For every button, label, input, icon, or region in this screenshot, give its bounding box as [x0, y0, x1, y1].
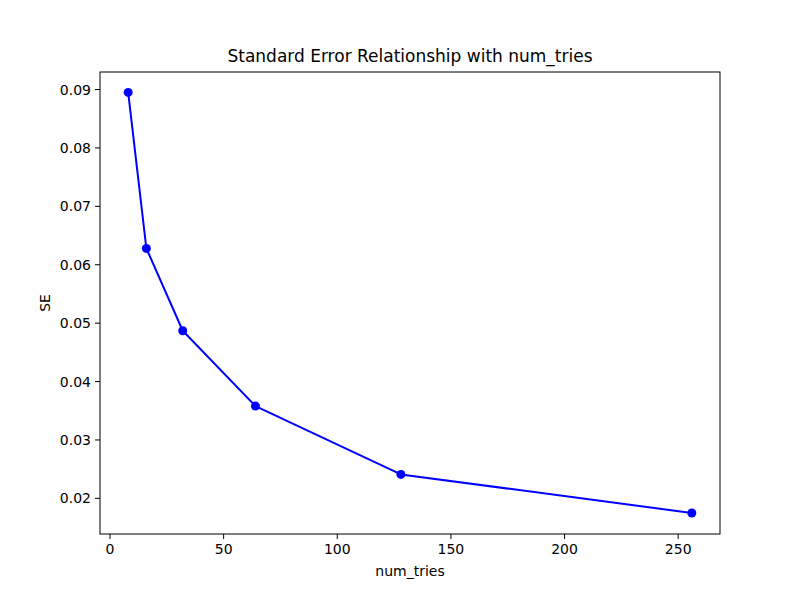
- y-axis-label: SE: [37, 294, 53, 312]
- series-line: [128, 92, 692, 513]
- plot-area: [100, 72, 720, 534]
- data-point-marker: [142, 244, 151, 253]
- y-tick-label: 0.09: [60, 82, 91, 98]
- x-axis-label: num_tries: [375, 563, 444, 579]
- y-tick-label: 0.06: [60, 257, 91, 273]
- x-tick-label: 150: [438, 541, 465, 557]
- y-tick-label: 0.02: [60, 490, 91, 506]
- data-point-marker: [124, 88, 133, 97]
- y-tick-label: 0.04: [60, 374, 91, 390]
- y-tick-label: 0.07: [60, 198, 91, 214]
- chart-figure: 0 50 100 150 200 250 0.02 0.03 0.04 0.05 0.06 0.07…: [0, 0, 800, 600]
- y-tick-label: 0.03: [60, 432, 91, 448]
- y-tick-label: 0.08: [60, 140, 91, 156]
- x-tick-label: 50: [215, 541, 233, 557]
- data-point-marker: [251, 402, 260, 411]
- data-point-marker: [178, 326, 187, 335]
- y-tick-label: 0.05: [60, 315, 91, 331]
- x-tick-label: 200: [551, 541, 578, 557]
- chart-title: Standard Error Relationship with num_tri…: [227, 46, 592, 67]
- data-point-marker: [396, 470, 405, 479]
- x-axis-ticks: 0 50 100 150 200 250: [106, 534, 692, 557]
- x-tick-label: 100: [324, 541, 351, 557]
- chart-canvas: 0 50 100 150 200 250 0.02 0.03 0.04 0.05 0.06 0.07…: [0, 0, 800, 600]
- x-tick-label: 0: [106, 541, 115, 557]
- x-tick-label: 250: [665, 541, 692, 557]
- y-axis-ticks: 0.02 0.03 0.04 0.05 0.06 0.07 0.08 0.09: [60, 82, 100, 507]
- data-point-marker: [687, 508, 696, 517]
- data-series: [124, 88, 697, 518]
